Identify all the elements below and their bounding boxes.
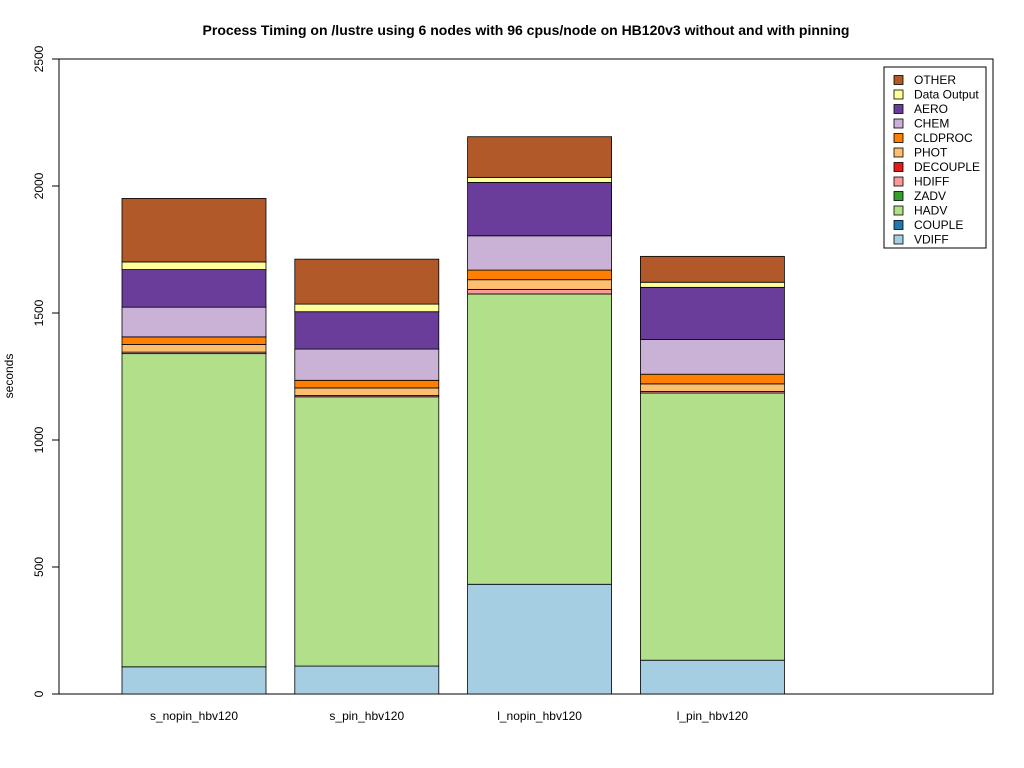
legend-swatch: [893, 162, 904, 172]
bar-segment-vdiff: [467, 583, 613, 695]
chart-title: Process Timing on /lustre using 6 nodes …: [203, 22, 850, 38]
y-axis-title: seconds: [2, 354, 16, 399]
legend-label: AERO: [914, 102, 948, 116]
bar-segment-cldproc: [121, 336, 267, 345]
bar-segment-aero: [121, 269, 267, 308]
legend-swatch: [893, 234, 904, 245]
legend-swatch: [893, 104, 904, 114]
legend-swatch: [893, 75, 904, 85]
bar-segment-other: [640, 255, 785, 283]
y-tick-label: 500: [32, 557, 46, 577]
legend-label: PHOT: [914, 146, 948, 160]
y-axis: 0 500 1000 1500 2000 2500: [32, 45, 60, 697]
bar-segment-data-output: [121, 261, 267, 270]
legend-label: HADV: [914, 204, 947, 218]
bar-segment-data-output: [294, 303, 440, 313]
bar-segment-vdiff: [121, 666, 267, 695]
legend-swatch: [893, 118, 904, 129]
bars-group: [121, 136, 785, 695]
x-tick-labels: s_nopin_hbv120 s_pin_hbv120 l_nopin_hbv120…: [150, 709, 748, 723]
bar-segment-vdiff: [640, 659, 785, 695]
legend-label: HDIFF: [914, 175, 949, 189]
legend-swatch: [893, 205, 904, 216]
y-tick-label: 2500: [32, 45, 46, 72]
legend-label: CHEM: [914, 117, 949, 131]
legend-label: VDIFF: [914, 233, 949, 247]
bar-segment-phot: [640, 383, 785, 392]
legend-swatch: [893, 89, 904, 100]
bar-segment-data-output: [467, 176, 613, 183]
x-tick-label: s_pin_hbv120: [329, 709, 404, 723]
legend-label: ZADV: [914, 189, 946, 203]
bar-segment-hadv: [640, 392, 785, 661]
bar-segment-chem: [640, 339, 785, 375]
bar-segment-hadv: [294, 396, 440, 667]
bar-segment-aero: [467, 182, 613, 237]
legend-label: OTHER: [914, 73, 956, 87]
bar-segment-aero: [640, 286, 785, 340]
legend-swatch: [893, 191, 904, 201]
bar-segment-aero: [294, 311, 440, 350]
legend-swatch: [893, 176, 904, 187]
bar-segment-hdiff: [467, 288, 613, 295]
x-tick-label: l_nopin_hbv120: [497, 709, 582, 723]
bar-segment-cldproc: [640, 373, 785, 385]
bar-segment-phot: [121, 344, 267, 353]
legend-swatch: [893, 147, 904, 158]
bar-segment-hadv: [121, 353, 267, 668]
legend-swatch: [893, 220, 904, 230]
y-tick-label: 0: [32, 690, 46, 697]
bar-segment-other: [121, 198, 267, 263]
legend-swatch: [893, 133, 904, 143]
y-tick-label: 1000: [32, 426, 46, 453]
bar-segment-hadv: [467, 293, 613, 585]
legend-label: COUPLE: [914, 218, 963, 232]
x-tick-label: s_nopin_hbv120: [150, 709, 238, 723]
x-tick-label: l_pin_hbv120: [677, 709, 749, 723]
legend-label: CLDPROC: [914, 131, 973, 145]
legend-label: DECOUPLE: [914, 160, 980, 174]
bar-segment-chem: [294, 348, 440, 381]
bar-segment-data-output: [640, 281, 785, 288]
bar-segment-cldproc: [467, 269, 613, 281]
bar-segment-chem: [467, 235, 613, 271]
bar-segment-other: [467, 136, 613, 178]
bar-segment-other: [294, 258, 440, 305]
bar-segment-chem: [121, 306, 267, 338]
legend-label: Data Output: [914, 88, 979, 102]
bar-segment-vdiff: [294, 665, 440, 695]
y-tick-label: 1500: [32, 299, 46, 326]
bar-segment-phot: [467, 279, 613, 290]
y-tick-label: 2000: [32, 172, 46, 199]
bar-segment-phot: [294, 387, 440, 396]
bar-segment-cldproc: [294, 379, 440, 389]
